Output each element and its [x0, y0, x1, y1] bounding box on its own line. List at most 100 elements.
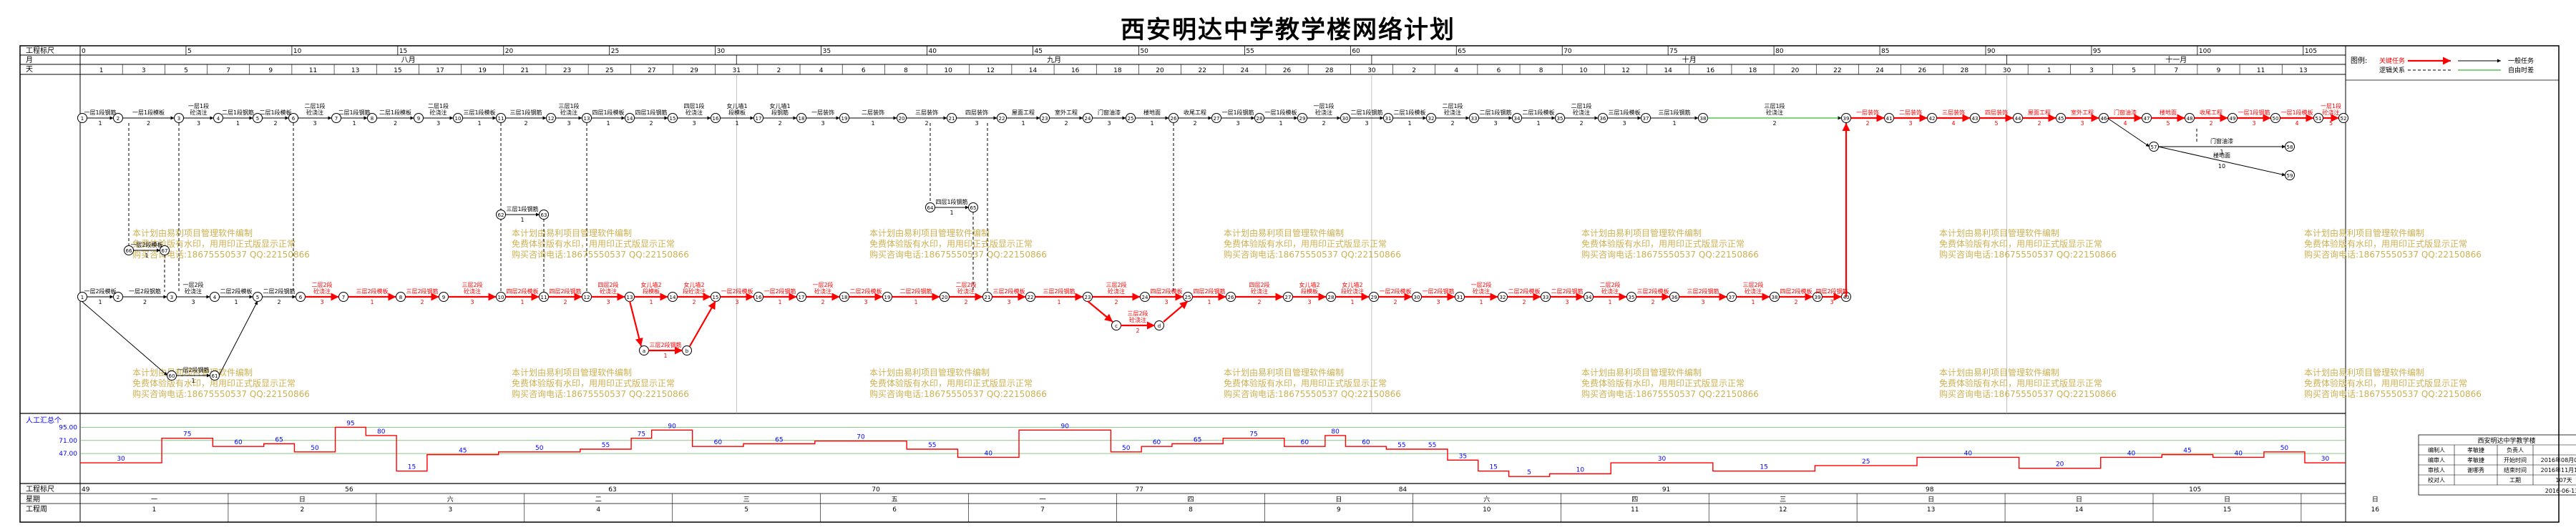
bottom-scale-label: 91 — [1662, 486, 1670, 494]
activity-duration: 1 — [191, 378, 195, 384]
project-week-label: 5 — [744, 506, 748, 514]
activity-label: 砼浇注 — [1601, 288, 1619, 295]
resource-level-label: 40 — [2127, 450, 2136, 457]
watermark-text: 购买咨询电话:18675550537 QQ:22150866 — [1224, 249, 1401, 260]
event-node-label: 14 — [627, 116, 633, 122]
project-week-label: 2 — [301, 506, 305, 514]
event-node-label: 18 — [841, 295, 848, 300]
day-tick-label: 21 — [521, 67, 529, 74]
activity-label: 二层1段模板 — [1522, 109, 1554, 116]
activity-label: 二层2段模板 — [220, 288, 252, 295]
day-tick-label: 27 — [648, 67, 655, 74]
activity-label: 砼浇注 — [190, 109, 208, 116]
event-node-label: 30 — [1342, 116, 1349, 122]
title-block-project: 西安明达中学教学楼 — [2477, 436, 2535, 445]
event-node-label: 20 — [899, 116, 905, 122]
watermark-text: 本计划由易利项目管理软件编制 — [869, 227, 990, 238]
activity-label: 门窗油漆 — [2114, 109, 2137, 116]
activity-duration: 3 — [1164, 299, 1168, 305]
activity-label: 一层2段 — [812, 281, 833, 288]
activity-label: 三层2段钢筋 — [1687, 288, 1719, 295]
watermark-text: 免费体验版有水印，用用印正式版显示正常 — [2304, 238, 2467, 249]
activity-duration: 2 — [1064, 120, 1068, 127]
activity-duration: 4 — [2295, 120, 2298, 127]
day-tick-label: 24 — [1241, 67, 1249, 74]
watermark-text: 本计划由易利项目管理软件编制 — [2304, 367, 2424, 378]
activity-label: 一层1段 — [188, 102, 209, 109]
project-week-label: 4 — [596, 506, 600, 514]
activity-duration: 5 — [2166, 120, 2170, 127]
event-node-label: 32 — [1500, 295, 1506, 300]
month-label: 十月 — [1682, 55, 1697, 64]
day-tick-label: 18 — [1749, 67, 1757, 74]
watermark-text: 购买咨询电话:18675550537 QQ:22150866 — [1581, 249, 1759, 260]
watermark-text: 本计划由易利项目管理软件编制 — [132, 227, 253, 238]
activity — [2107, 117, 2150, 147]
activity-duration: 1 — [352, 120, 356, 127]
project-week-label: 16 — [2371, 506, 2380, 514]
activity-label: 砼浇注 — [814, 288, 831, 295]
watermark-text: 本计划由易利项目管理软件编制 — [1939, 227, 2059, 238]
resource-level-label: 50 — [2280, 445, 2289, 452]
activity-duration: 1 — [778, 299, 781, 305]
activity-label: 砼浇注 — [306, 109, 323, 116]
activity-duration: 2 — [1772, 120, 1776, 127]
activity-duration: 2 — [1450, 120, 1454, 127]
activity-duration: 1 — [1479, 299, 1483, 305]
event-node-label: 48 — [2187, 116, 2193, 122]
event-node-label: 5 — [256, 295, 259, 300]
activity-label: 三层装饰 — [1942, 109, 1965, 116]
title-block-cell: 负责人 — [2507, 446, 2524, 453]
watermark-text: 本计划由易利项目管理软件编制 — [512, 227, 632, 238]
activity-duration: 2 — [692, 299, 696, 305]
activity-label: 二层1段模板 — [1393, 109, 1425, 116]
event-node-label: 9 — [417, 116, 420, 122]
event-node-label: 3 — [170, 295, 173, 300]
activity-duration: 1 — [145, 252, 148, 259]
weekday-label: 日 — [2372, 496, 2379, 504]
scale-tick-label: 25 — [611, 48, 619, 55]
scale-tick-label: 90 — [1987, 48, 1996, 55]
activity-duration: 1 — [606, 120, 610, 127]
day-tick-label: 2 — [777, 67, 781, 74]
activity-label: 段模板 — [643, 288, 660, 295]
event-node-label: 36 — [1600, 116, 1606, 122]
event-node-label: 47 — [2144, 116, 2150, 122]
title-block-cell: 编制人 — [2428, 446, 2445, 453]
day-tick-label: 11 — [309, 67, 317, 74]
event-node-label: 24 — [1142, 295, 1148, 300]
activity-duration: 2 — [1651, 299, 1654, 305]
resource-level-label: 80 — [1331, 428, 1340, 436]
watermark-text: 购买咨询电话:18675550537 QQ:22150866 — [869, 249, 1047, 260]
activity-duration: 1 — [735, 120, 738, 127]
activity-duration: 2 — [563, 299, 567, 305]
activity-label: 四层2段 — [1249, 281, 1269, 288]
event-node-label: 4 — [217, 116, 220, 122]
activity-label: 三层2段钢筋 — [649, 341, 681, 348]
day-tick-label: 12 — [1621, 67, 1629, 74]
event-node-label: 6 — [299, 295, 303, 300]
scale-tick-label: 70 — [1563, 48, 1572, 55]
activity-duration: 4 — [1951, 120, 1955, 127]
activity-duration: 2 — [147, 120, 150, 127]
activity-label: 二层2段模板 — [1508, 288, 1540, 295]
resource-level-label: 50 — [535, 445, 544, 452]
activity-label: 一层2段钢筋 — [129, 288, 161, 295]
title-block-cell: 开始时间 — [2504, 456, 2527, 463]
activity-label: 二层装饰 — [862, 109, 884, 116]
event-node-label: 31 — [1457, 295, 1463, 300]
day-tick-label: 7 — [2174, 67, 2178, 74]
event-node-label: 26 — [1171, 116, 1177, 122]
event-node-label: 66 — [126, 248, 132, 254]
bottom-scale-label: 84 — [1399, 486, 1407, 494]
watermark-text: 购买咨询电话:18675550537 QQ:22150866 — [132, 388, 310, 399]
activity-duration: 3 — [1236, 120, 1239, 127]
scale-tick-label: 50 — [1140, 48, 1148, 55]
day-tick-label: 14 — [1029, 67, 1038, 74]
weekday-label: 五 — [892, 496, 898, 504]
scale-tick-label: 75 — [1669, 48, 1677, 55]
title-block-cell: 孝敏捷 — [2467, 446, 2484, 453]
event-node-label: 16 — [713, 116, 719, 122]
event-node-label: 17 — [799, 295, 805, 300]
activity-duration: 2 — [924, 120, 928, 127]
